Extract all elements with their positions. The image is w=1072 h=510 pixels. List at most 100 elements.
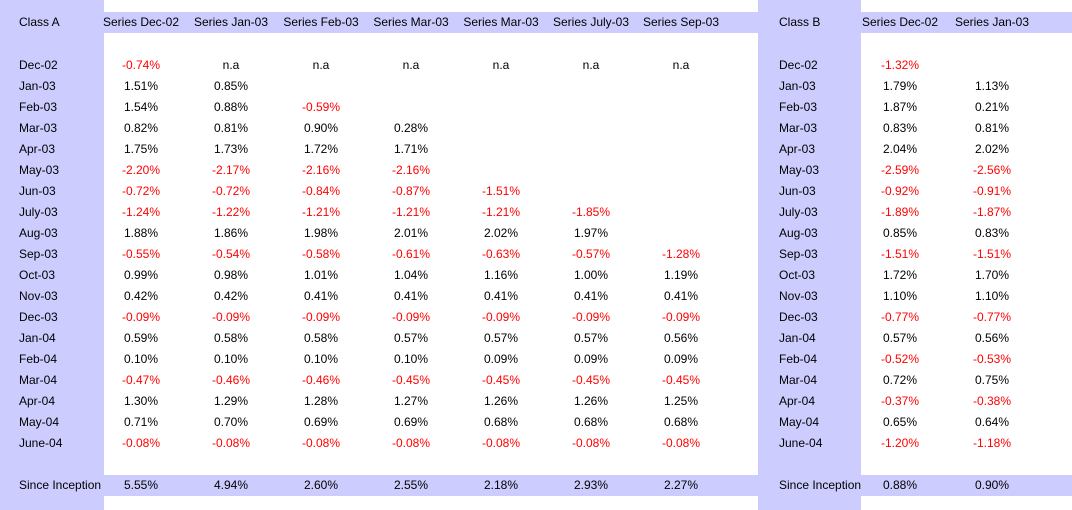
- class-b-row-label: May-03: [779, 163, 820, 177]
- class-a-summary-cell: 2.93%: [573, 478, 609, 492]
- class-a-cell: -0.72%: [121, 184, 161, 198]
- class-a-row-label: Feb-03: [19, 100, 58, 114]
- class-a-cell: 1.25%: [663, 394, 699, 408]
- class-b-row-label: Feb-04: [779, 352, 818, 366]
- class-a-cell: 0.56%: [663, 331, 699, 345]
- class-a-column-header: Series Jan-03: [193, 15, 269, 29]
- class-a-cell: 0.69%: [303, 415, 339, 429]
- class-a-cell: [277, 76, 365, 97]
- class-a-cell: 0.69%: [393, 415, 429, 429]
- class-a-cell: 1.01%: [303, 268, 339, 282]
- class-a-cell: [547, 118, 635, 139]
- class-a-cell: -2.16%: [301, 163, 341, 177]
- class-a-cell: -0.57%: [571, 247, 611, 261]
- class-b-summary-band: [768, 475, 1072, 496]
- class-b-cell: 0.65%: [882, 415, 918, 429]
- class-a-cell: -2.17%: [211, 163, 251, 177]
- class-a-row-label: Nov-03: [19, 289, 58, 303]
- class-a-row-label: Mar-03: [19, 121, 58, 135]
- class-b-cell: 0.57%: [882, 331, 918, 345]
- class-a-cell: 0.41%: [573, 289, 609, 303]
- class-a-column-header: Series July-03: [552, 15, 630, 29]
- class-a-row-label: Jun-03: [19, 184, 56, 198]
- class-a-cell: -0.08%: [661, 436, 701, 450]
- class-a-summary-cell: 5.55%: [123, 478, 159, 492]
- class-a-cell: -1.24%: [121, 205, 161, 219]
- class-a-cell: 1.98%: [303, 226, 339, 240]
- class-a-cell: -0.09%: [121, 310, 161, 324]
- class-a-cell: -0.84%: [301, 184, 341, 198]
- class-a-cell: -1.51%: [481, 184, 521, 198]
- class-a-cell: 0.10%: [393, 352, 429, 366]
- class-a-cell: -0.09%: [391, 310, 431, 324]
- class-a-cell: 1.51%: [123, 79, 159, 93]
- class-b-cell: 0.21%: [974, 100, 1010, 114]
- class-a-cell: -1.21%: [391, 205, 431, 219]
- class-a-cell: 0.09%: [573, 352, 609, 366]
- class-b-cell: -0.92%: [880, 184, 920, 198]
- class-a-cell: 1.30%: [123, 394, 159, 408]
- class-a-column-header: Series Sep-03: [642, 15, 720, 29]
- class-a-cell: -0.55%: [121, 247, 161, 261]
- class-a-cell: 1.04%: [393, 268, 429, 282]
- class-a-cell: [457, 118, 545, 139]
- class-a-cell: n.a: [402, 58, 420, 72]
- class-b-row-label: Feb-03: [779, 100, 818, 114]
- class-b-cell: -0.37%: [880, 394, 920, 408]
- class-a-cell: n.a: [672, 58, 690, 72]
- class-a-cell: -0.08%: [121, 436, 161, 450]
- class-a-cell: -0.08%: [571, 436, 611, 450]
- class-b-cell: 0.85%: [882, 226, 918, 240]
- class-b-row-label: Dec-03: [779, 310, 818, 324]
- class-b-cell: -0.52%: [880, 352, 920, 366]
- class-b-cell: 1.72%: [882, 268, 918, 282]
- class-a-summary-cell: 2.18%: [483, 478, 519, 492]
- class-a-cell: [367, 97, 455, 118]
- class-a-cell: 0.71%: [123, 415, 159, 429]
- class-a-cell: 0.68%: [573, 415, 609, 429]
- class-b-row-label: Nov-03: [779, 289, 818, 303]
- class-a-cell: n.a: [312, 58, 330, 72]
- class-a-cell: -0.61%: [391, 247, 431, 261]
- class-a-cell: -0.46%: [211, 373, 251, 387]
- class-a-header-band: [0, 12, 758, 33]
- class-a-cell: 0.10%: [213, 352, 249, 366]
- class-a-cell: [637, 118, 725, 139]
- class-b-row-label: Sep-03: [779, 247, 818, 261]
- class-a-cell: 0.59%: [123, 331, 159, 345]
- class-b-cell: -2.56%: [972, 163, 1012, 177]
- class-a-cell: 0.88%: [213, 100, 249, 114]
- class-a-cell: -1.85%: [571, 205, 611, 219]
- class-a-row-label: Dec-03: [19, 310, 58, 324]
- class-b-title: Class B: [779, 15, 821, 29]
- class-a-row-label: June-04: [19, 436, 63, 450]
- class-a-cell: 0.57%: [393, 331, 429, 345]
- class-a-cell: 0.09%: [663, 352, 699, 366]
- class-a-cell: 0.42%: [213, 289, 249, 303]
- class-a-cell: 0.85%: [213, 79, 249, 93]
- class-a-row-label: May-04: [19, 415, 60, 429]
- class-a-cell: [547, 139, 635, 160]
- class-a-cell: -0.45%: [661, 373, 701, 387]
- class-b-label-column: [768, 0, 861, 510]
- class-a-cell: [547, 181, 635, 202]
- class-a-row-label: Apr-04: [19, 394, 56, 408]
- panel-separator: [758, 0, 768, 510]
- class-b-cell: 2.02%: [974, 142, 1010, 156]
- class-b-cell: [948, 55, 1036, 76]
- class-b-column-header: Series Jan-03: [954, 15, 1030, 29]
- class-b-header-band: [768, 12, 1072, 33]
- class-b-row-label: July-03: [779, 205, 818, 219]
- class-a-cell: -0.09%: [571, 310, 611, 324]
- class-a-column-header: Series Mar-03: [373, 15, 449, 29]
- class-a-cell: 0.09%: [483, 352, 519, 366]
- class-a-cell: [457, 160, 545, 181]
- class-a-cell: 0.81%: [213, 121, 249, 135]
- class-a-row-label: Oct-03: [19, 268, 56, 282]
- class-a-cell: 0.68%: [663, 415, 699, 429]
- class-a-cell: -0.54%: [211, 247, 251, 261]
- class-b-cell: -1.18%: [972, 436, 1012, 450]
- class-b-column-header: Series Dec-02: [861, 15, 939, 29]
- class-a-row-label: Jan-03: [19, 79, 56, 93]
- class-a-cell: -1.21%: [481, 205, 521, 219]
